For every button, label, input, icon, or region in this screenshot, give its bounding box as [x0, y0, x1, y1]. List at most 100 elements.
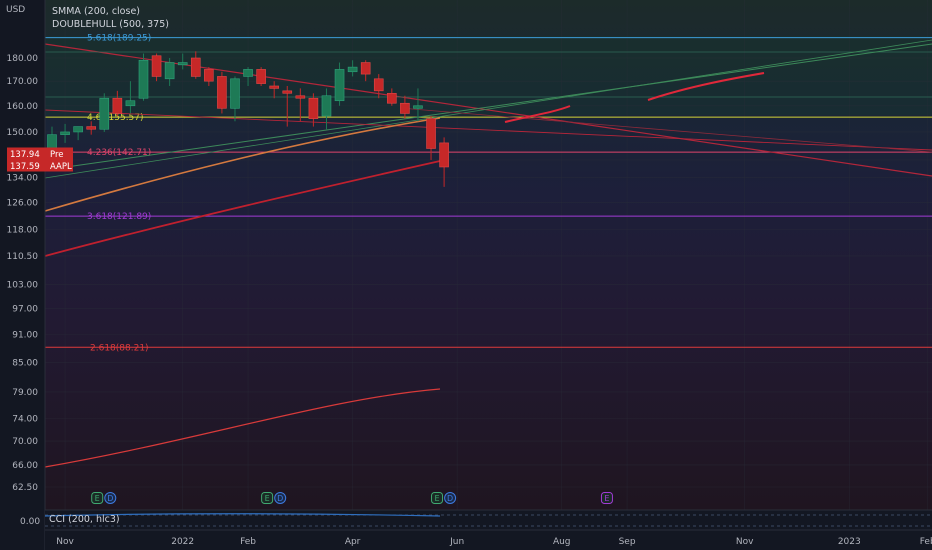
- event-letter: D: [447, 494, 453, 503]
- event-letter: E: [265, 494, 270, 503]
- y-tick-label: 150.00: [7, 128, 39, 138]
- event-letter: D: [107, 494, 113, 503]
- fib-levels: 5.618(189.25) 4.6 (155.57) 4.236(142.71) 3.6…: [45, 34, 932, 353]
- y-axis-panel: [0, 0, 45, 550]
- x-tick-label: Sep: [619, 537, 636, 547]
- hull-line-lower: [44, 160, 441, 257]
- y-tick-label: 118.00: [7, 225, 39, 235]
- candle-body: [269, 85, 279, 89]
- candle-body: [413, 105, 423, 109]
- event-letter: E: [95, 494, 100, 503]
- candle-body: [151, 55, 162, 77]
- event-letter: E: [434, 494, 439, 503]
- candle-body: [426, 118, 436, 149]
- candle-body: [60, 131, 70, 135]
- indicator-doublehull-label[interactable]: DOUBLEHULL (500, 375): [52, 19, 169, 30]
- price-tag-value: 137.59: [10, 162, 40, 172]
- fib-level-label: 4.6: [87, 113, 102, 123]
- price-tags: 137.94 Pre 137.59 AAPL: [7, 147, 73, 172]
- candle-body: [243, 69, 253, 77]
- hull-line-bottom: [44, 388, 441, 468]
- smma-line: [44, 117, 441, 212]
- y-tick-label: 74.00: [12, 415, 38, 425]
- cci-pane[interactable]: [45, 510, 932, 530]
- candle-body: [256, 69, 266, 84]
- dividend-marker[interactable]: [104, 492, 117, 504]
- candle-body: [177, 62, 188, 66]
- price-tag-name: AAPL: [50, 162, 72, 172]
- x-tick-label: Nov: [56, 537, 74, 547]
- y-tick-label: 170.00: [7, 77, 39, 87]
- y-tick-label: 85.00: [12, 358, 38, 368]
- candle-body: [282, 90, 293, 94]
- earnings-marker[interactable]: [600, 492, 613, 504]
- event-letter: E: [604, 494, 609, 503]
- x-tick-label: Jun: [449, 537, 464, 547]
- candles: [47, 51, 449, 187]
- trend-line-up-green[interactable]: [44, 43, 932, 171]
- price-tag-box: [7, 147, 73, 160]
- event-letter: D: [277, 494, 283, 503]
- price-tag-name: Pre: [50, 150, 64, 160]
- price-tag-box: [7, 159, 73, 172]
- trend-line-up-green-2[interactable]: [44, 39, 932, 179]
- earnings-marker[interactable]: [431, 492, 444, 504]
- candle-body: [308, 97, 319, 119]
- x-tick-label: Aug: [553, 537, 571, 547]
- candle-body: [73, 126, 83, 133]
- candle-body: [439, 142, 449, 168]
- candle-body: [138, 59, 149, 99]
- y-tick-label: 134.00: [7, 174, 39, 184]
- cci-label: CCI (200, hlc3): [49, 514, 120, 525]
- candle-body: [387, 92, 397, 104]
- fib-level-label: 5.618(189.25): [87, 34, 151, 44]
- candle-body: [295, 95, 306, 99]
- earnings-marker[interactable]: [261, 492, 274, 504]
- cci-line: [44, 513, 441, 517]
- y-axis[interactable]: 180.00170.00160.00150.00140.00134.00126.…: [7, 54, 39, 493]
- candle-body: [373, 78, 384, 92]
- x-axis[interactable]: Nov 2022 Feb Apr Jun Aug Sep Nov 2023 Feb: [56, 537, 932, 547]
- candle-body: [112, 97, 123, 114]
- candle-body: [360, 62, 371, 75]
- indicator-smma-label[interactable]: SMMA (200, close): [52, 6, 140, 17]
- candle-body: [321, 95, 332, 117]
- fib-band-upper: [45, 36, 932, 115]
- fib-level-label: 2.618(88.21): [90, 343, 149, 353]
- x-tick-label: Feb: [240, 537, 256, 547]
- y-tick-label: 160.00: [7, 102, 39, 112]
- candle-body: [164, 62, 175, 80]
- y-tick-label: 62.50: [12, 483, 38, 493]
- x-tick-label: Apr: [345, 537, 361, 547]
- earnings-marker[interactable]: [91, 492, 104, 504]
- candle-body: [86, 126, 97, 130]
- candle-body: [400, 102, 410, 114]
- x-tick-label: 2023: [838, 537, 861, 547]
- trend-line-down-3[interactable]: [399, 107, 932, 153]
- candle-body: [125, 100, 136, 107]
- grid: [45, 0, 932, 510]
- candle-body: [99, 97, 110, 130]
- candle-body: [347, 66, 358, 73]
- x-tick-label: Nov: [736, 537, 754, 547]
- plot-background: [45, 0, 932, 510]
- y-tick-label: 110.50: [7, 252, 39, 262]
- fib-level-label: (155.57): [105, 113, 144, 123]
- dividend-marker[interactable]: [274, 492, 287, 504]
- hull-projection-2: [647, 72, 765, 101]
- candle-body: [217, 76, 227, 109]
- x-tick-label: Feb: [920, 537, 932, 547]
- y-tick-label: 66.00: [12, 461, 38, 471]
- x-axis-panel: [45, 530, 932, 550]
- hull-projection-1: [504, 105, 571, 123]
- fib-level-label: 4.236(142.71): [87, 148, 151, 158]
- y-tick-label: 97.00: [12, 305, 38, 315]
- candle-body: [230, 78, 240, 109]
- y-tick-label: 91.00: [12, 331, 38, 341]
- trend-line-down-2[interactable]: [44, 109, 932, 151]
- indicator-lines: [44, 72, 765, 468]
- dividend-marker[interactable]: [444, 492, 457, 504]
